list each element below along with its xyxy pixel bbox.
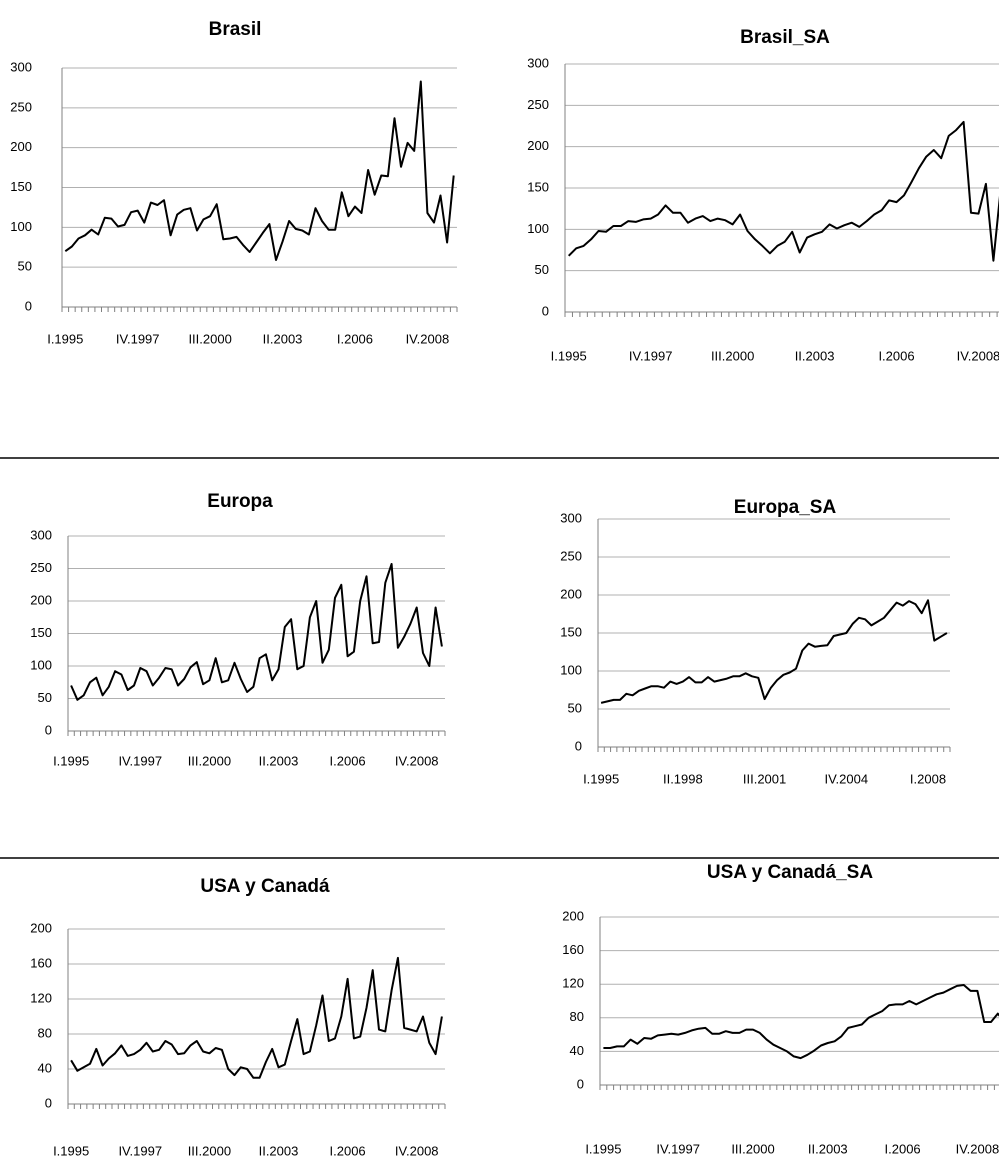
x-tick-label: III.2000 (188, 753, 231, 768)
y-tick-label: 40 (570, 1043, 584, 1058)
x-tick-label: II.2003 (259, 753, 299, 768)
y-tick-label: 150 (527, 179, 549, 194)
x-tick-label: I.2006 (330, 1143, 366, 1158)
x-tick-label: IV.2008 (395, 753, 439, 768)
x-tick-label: IV.1997 (118, 753, 162, 768)
data-line (70, 563, 443, 701)
y-tick-label: 300 (560, 510, 582, 525)
chart: USA y Canadá 0 40 80 120 160 200 I.1995 IV.1997 I… (30, 876, 446, 1158)
x-tick-label: IV.1997 (116, 331, 160, 346)
chart-title: USA y Canadá (200, 876, 330, 897)
y-tick-label: 300 (10, 59, 32, 74)
x-tick-label: I.2006 (330, 753, 366, 768)
y-tick-label: 100 (560, 662, 582, 677)
y-tick-label: 80 (570, 1009, 584, 1024)
y-tick-label: 250 (10, 99, 32, 114)
x-tick-label: III.2001 (743, 771, 786, 786)
y-tick-label: 100 (527, 221, 549, 236)
chart-title: USA y Canadá_SA (707, 862, 873, 883)
x-tick-label: I.1995 (551, 348, 587, 363)
x-tick-label: I.2006 (878, 348, 914, 363)
x-tick-label: I.2008 (910, 771, 946, 786)
y-tick-label: 300 (527, 55, 549, 70)
x-tick-label: IV.2004 (824, 771, 868, 786)
y-tick-label: 300 (30, 527, 52, 542)
y-tick-label: 100 (30, 657, 52, 672)
y-tick-label: 250 (560, 548, 582, 563)
y-tick-label: 160 (562, 942, 584, 957)
chart-title: Europa_SA (734, 497, 837, 518)
data-line (70, 956, 443, 1079)
chart: Brasil 0 50 100 150 200 250 300 I.1995 IV.1997 III… (10, 19, 458, 346)
y-tick-label: 120 (562, 976, 584, 991)
y-tick-label: 50 (18, 259, 32, 274)
x-tick-label: IV.1997 (656, 1141, 700, 1156)
x-tick-label: I.1995 (47, 331, 83, 346)
x-tick-label: II.2003 (808, 1141, 848, 1156)
data-line (600, 599, 948, 704)
y-tick-label: 0 (575, 738, 582, 753)
x-tick-label: I.1995 (583, 771, 619, 786)
y-tick-label: 200 (527, 138, 549, 153)
x-tick-label: I.1995 (585, 1141, 621, 1156)
x-tick-label: II.1998 (663, 771, 703, 786)
x-tick-label: II.2003 (795, 348, 835, 363)
y-tick-label: 150 (10, 179, 32, 194)
y-tick-label: 250 (527, 97, 549, 112)
x-tick-label: III.2000 (188, 1143, 231, 1158)
y-tick-label: 100 (10, 219, 32, 234)
y-tick-label: 200 (30, 592, 52, 607)
data-line (603, 984, 999, 1060)
x-tick-label: III.2000 (188, 331, 231, 346)
data-line (64, 80, 455, 261)
y-tick-label: 200 (560, 586, 582, 601)
chart-title: Europa (207, 491, 273, 512)
x-tick-label: I.1995 (53, 1143, 89, 1158)
y-tick-label: 50 (38, 690, 52, 705)
y-tick-label: 0 (45, 1095, 52, 1110)
y-tick-label: 80 (38, 1025, 52, 1040)
y-tick-label: 200 (30, 920, 52, 935)
x-tick-label: I.2006 (337, 331, 373, 346)
y-tick-label: 150 (560, 624, 582, 639)
y-tick-label: 50 (568, 700, 582, 715)
chart-title: Brasil (209, 19, 262, 40)
chart: USA y Canadá_SA 0 40 80 120 160 200 I.1995 IV.19… (562, 862, 999, 1156)
chart: Brasil_SA 0 50 100 150 200 250 300 I.1995 IV.1997… (527, 27, 999, 363)
y-tick-label: 200 (10, 139, 32, 154)
y-tick-label: 200 (562, 908, 584, 923)
x-tick-label: III.2000 (711, 348, 754, 363)
y-tick-label: 0 (25, 298, 32, 313)
x-tick-label: IV.2008 (957, 348, 999, 363)
y-tick-label: 0 (45, 722, 52, 737)
x-tick-label: IV.1997 (118, 1143, 162, 1158)
chart-title: Brasil_SA (740, 27, 830, 48)
data-line (567, 120, 999, 262)
y-tick-label: 50 (535, 262, 549, 277)
y-tick-label: 160 (30, 955, 52, 970)
y-tick-label: 40 (38, 1060, 52, 1075)
x-tick-label: I.2006 (885, 1141, 921, 1156)
x-tick-label: IV.1997 (629, 348, 673, 363)
x-tick-label: II.2003 (259, 1143, 299, 1158)
x-tick-label: IV.2008 (406, 331, 450, 346)
x-tick-label: II.2003 (263, 331, 303, 346)
y-tick-label: 250 (30, 560, 52, 575)
y-tick-label: 0 (542, 303, 549, 318)
y-tick-label: 120 (30, 990, 52, 1005)
x-tick-label: IV.2008 (956, 1141, 999, 1156)
y-tick-label: 150 (30, 625, 52, 640)
chart: Europa_SA 0 50 100 150 200 250 300 I.1995 II.1998… (560, 497, 951, 786)
x-tick-label: IV.2008 (395, 1143, 439, 1158)
x-tick-label: I.1995 (53, 753, 89, 768)
chart: Europa 0 50 100 150 200 250 300 I.1995 IV.1997 III… (30, 491, 446, 768)
x-tick-label: III.2000 (731, 1141, 774, 1156)
y-tick-label: 0 (577, 1076, 584, 1091)
